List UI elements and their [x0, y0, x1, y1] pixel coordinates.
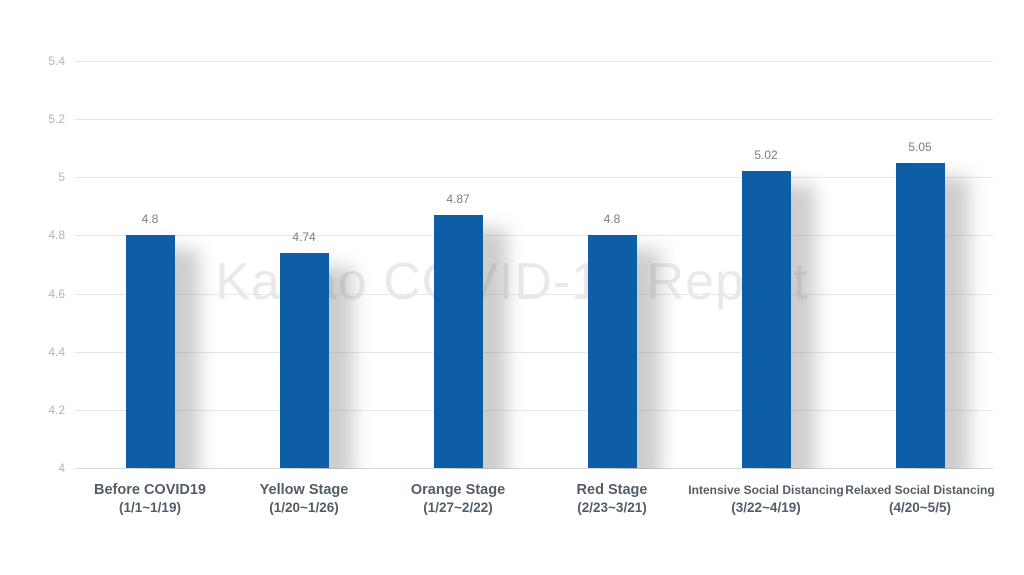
- category-date-range: (2/23~3/21): [577, 500, 647, 515]
- y-tick-label: 4.6: [48, 287, 65, 301]
- x-axis: Before COVID19 (1/1~1/19) Yellow Stage (1/2…: [0, 481, 1024, 521]
- y-tick-label: 5: [58, 170, 65, 184]
- gridline: [75, 177, 993, 178]
- gridline: [75, 119, 993, 120]
- gridline: [75, 294, 993, 295]
- bar-value-label: 4.74: [292, 229, 316, 244]
- category-name: Orange Stage: [410, 482, 506, 498]
- x-category-label: Relaxed Social Distancing (4/20~5/5): [820, 481, 1020, 516]
- bar: [587, 235, 637, 468]
- y-tick-label: 4.2: [48, 403, 65, 417]
- bar-value-label: 4.87: [446, 192, 470, 207]
- category-date-range: (3/22~4/19): [731, 500, 801, 515]
- gridline: [75, 61, 993, 62]
- category-name: Relaxed Social Distancing: [845, 483, 995, 497]
- x-category-label: Intensive Social Distancing (3/22~4/19): [666, 481, 866, 516]
- bar-value-label: 5.02: [754, 148, 778, 163]
- gridline: [75, 410, 993, 411]
- bar-value-label: 4.8: [603, 212, 621, 227]
- gridline: [75, 352, 993, 353]
- bar: [279, 252, 329, 468]
- x-category-label: Red Stage (2/23~3/21): [512, 481, 712, 516]
- x-category-label: Yellow Stage (1/20~1/26): [204, 481, 404, 516]
- bar: [741, 171, 791, 468]
- category-name: Before COVID19: [93, 482, 206, 498]
- y-tick-label: 5.2: [48, 112, 65, 126]
- category-name: Intensive Social Distancing: [688, 483, 844, 497]
- bar: [433, 215, 483, 468]
- x-category-label: Before COVID19 (1/1~1/19): [50, 481, 250, 516]
- x-category-label: Orange Stage (1/27~2/22): [358, 481, 558, 516]
- y-tick-label: 5.4: [48, 54, 65, 68]
- category-name: Red Stage: [576, 482, 648, 498]
- bar-value-label: 4.8: [141, 212, 159, 227]
- category-date-range: (4/20~5/5): [889, 500, 951, 515]
- y-tick-label: 4.4: [48, 345, 65, 359]
- y-tick-label: 4.8: [48, 228, 65, 242]
- plot-area: Kakao COVID-19 Report 4.8 4.74 4.87 4.8 5.02…: [75, 61, 993, 469]
- bar-value-label: 5.05: [908, 139, 932, 154]
- category-date-range: (1/20~1/26): [269, 500, 339, 515]
- category-date-range: (1/27~2/22): [423, 500, 493, 515]
- bar: [125, 235, 175, 468]
- category-date-range: (1/1~1/19): [119, 500, 181, 515]
- bar: [895, 162, 945, 468]
- y-tick-label: 4: [58, 461, 65, 475]
- x-axis-line: [75, 468, 993, 469]
- gridline: [75, 235, 993, 236]
- category-name: Yellow Stage: [259, 482, 349, 498]
